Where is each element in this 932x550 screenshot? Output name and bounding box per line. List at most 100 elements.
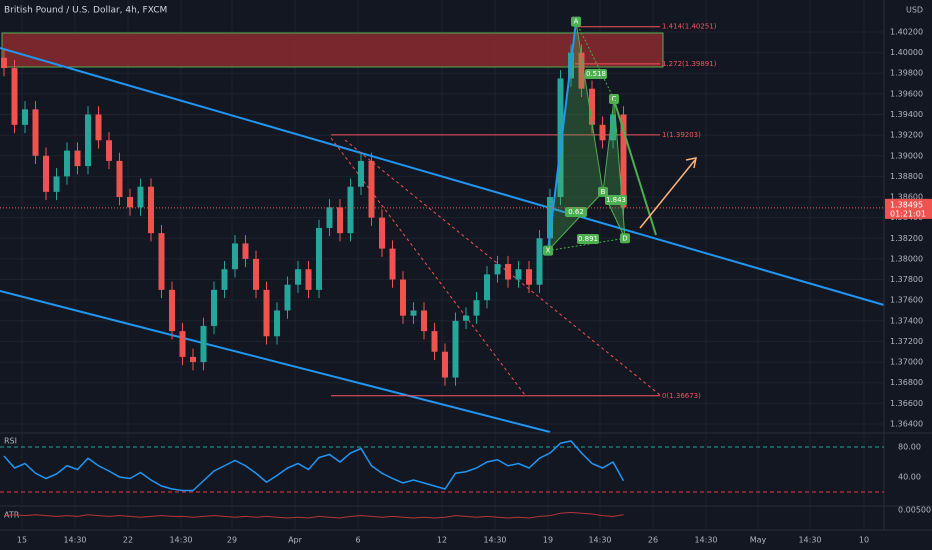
candle-body	[421, 310, 427, 332]
y-tick-label: 1.39400	[890, 110, 923, 119]
candle-body	[221, 269, 228, 290]
candle-body	[316, 227, 322, 290]
candle-body	[473, 300, 480, 316]
ratio-label: 0.62	[568, 208, 584, 216]
candle-body	[368, 160, 375, 218]
fib-label: 1(1.39203)	[662, 131, 701, 139]
candle-body	[358, 160, 364, 187]
candle-body	[74, 150, 81, 167]
x-tick-label: 15	[17, 536, 27, 545]
last-price-label: 1.38495	[890, 200, 923, 209]
candle-body	[305, 269, 312, 290]
projection-line	[613, 99, 657, 236]
y-tick-label: 1.37200	[890, 337, 923, 346]
y-tick-label: 1.39600	[890, 89, 923, 98]
candle-body	[337, 207, 343, 234]
ratio-label: 0.518	[586, 70, 606, 78]
pattern-xa	[547, 21, 577, 251]
x-tick-label: 26	[648, 536, 658, 545]
target-arrow	[639, 159, 696, 229]
ratio-label: 1.843	[606, 196, 626, 204]
x-tick-label: 14:30	[483, 536, 506, 545]
ratio-box	[605, 195, 627, 205]
candle-body	[589, 88, 595, 125]
rsi-tick-label: 80.00	[898, 443, 921, 452]
y-tick-label: 1.36400	[890, 419, 923, 428]
candle-body	[557, 78, 564, 198]
candle-body	[190, 356, 196, 363]
arrow-head	[685, 157, 697, 169]
ratio-label: 0.891	[578, 235, 598, 243]
candle-body	[64, 150, 70, 177]
candle-body	[53, 176, 60, 192]
candle-body	[452, 320, 459, 378]
candle-body	[169, 289, 175, 332]
pattern-point-label: D	[622, 234, 627, 242]
candle-body	[137, 186, 144, 208]
candle-body	[284, 284, 291, 311]
fib-label: 1.414(1.40251)	[662, 23, 717, 31]
y-tick-label: 1.40000	[890, 48, 923, 57]
x-tick-label: 19	[543, 536, 553, 545]
channel-upper	[0, 47, 885, 306]
candle-body	[505, 264, 511, 280]
rsi-label: RSI	[4, 437, 17, 446]
candle-body	[494, 264, 501, 275]
candle-body	[32, 109, 39, 156]
x-tick-label: 14:30	[588, 536, 611, 545]
x-tick-label: 22	[123, 536, 133, 545]
candle-body	[1, 57, 7, 69]
y-tick-label: 1.38200	[890, 234, 923, 243]
x-tick-label: 14:30	[63, 536, 86, 545]
y-tick-label: 1.36600	[890, 399, 923, 408]
x-tick-label: 14:30	[694, 536, 717, 545]
channel-lower	[0, 290, 551, 433]
candle-body	[232, 243, 238, 270]
y-tick-label: 1.37400	[890, 316, 923, 325]
candle-body	[389, 248, 396, 280]
candle-body	[515, 269, 522, 280]
pattern-point-box	[543, 245, 553, 256]
candle-body	[127, 197, 133, 208]
candle-body	[578, 52, 585, 89]
x-tick-label: May	[750, 536, 767, 545]
candle-body	[326, 207, 333, 228]
x-tick-label: 14:30	[798, 536, 821, 545]
ratio-box	[585, 69, 607, 79]
candle-body	[442, 351, 448, 378]
candle-body	[431, 331, 438, 352]
pattern-point-label: X	[546, 247, 551, 255]
pattern-point-box	[571, 16, 581, 27]
candle-body	[484, 274, 490, 301]
rsi-tick-label: 40.00	[898, 473, 921, 482]
x-tick-label: 14:30	[169, 536, 192, 545]
candle-body	[347, 186, 354, 234]
candle-body	[253, 258, 259, 290]
candle-body	[116, 160, 123, 198]
y-tick-label: 1.37800	[890, 275, 923, 284]
pattern-point-label: A	[574, 18, 579, 26]
pattern-point-box	[598, 186, 608, 197]
resistance-zone	[1, 32, 664, 68]
candle-body	[295, 269, 301, 285]
y-tick-label: 1.39200	[890, 131, 923, 140]
candle-body	[200, 325, 207, 363]
y-tick-label: 1.38600	[890, 193, 923, 202]
candle-body	[410, 310, 417, 316]
candle-body	[158, 233, 165, 290]
candle-body	[599, 124, 606, 141]
y-tick-label: 1.36800	[890, 378, 923, 387]
candle-body	[610, 114, 616, 141]
y-tick-label: 1.38000	[890, 254, 923, 263]
candle-body	[263, 289, 270, 337]
candle-body	[463, 315, 469, 321]
x-tick-label: 10	[859, 536, 869, 545]
pattern-point-label: B	[601, 188, 606, 196]
currency: USD	[906, 6, 923, 15]
candle-body	[536, 238, 543, 285]
fib-label: 1.272(1.39891)	[662, 60, 717, 68]
pattern-ratio-line	[547, 191, 604, 252]
candle-body	[179, 331, 186, 357]
